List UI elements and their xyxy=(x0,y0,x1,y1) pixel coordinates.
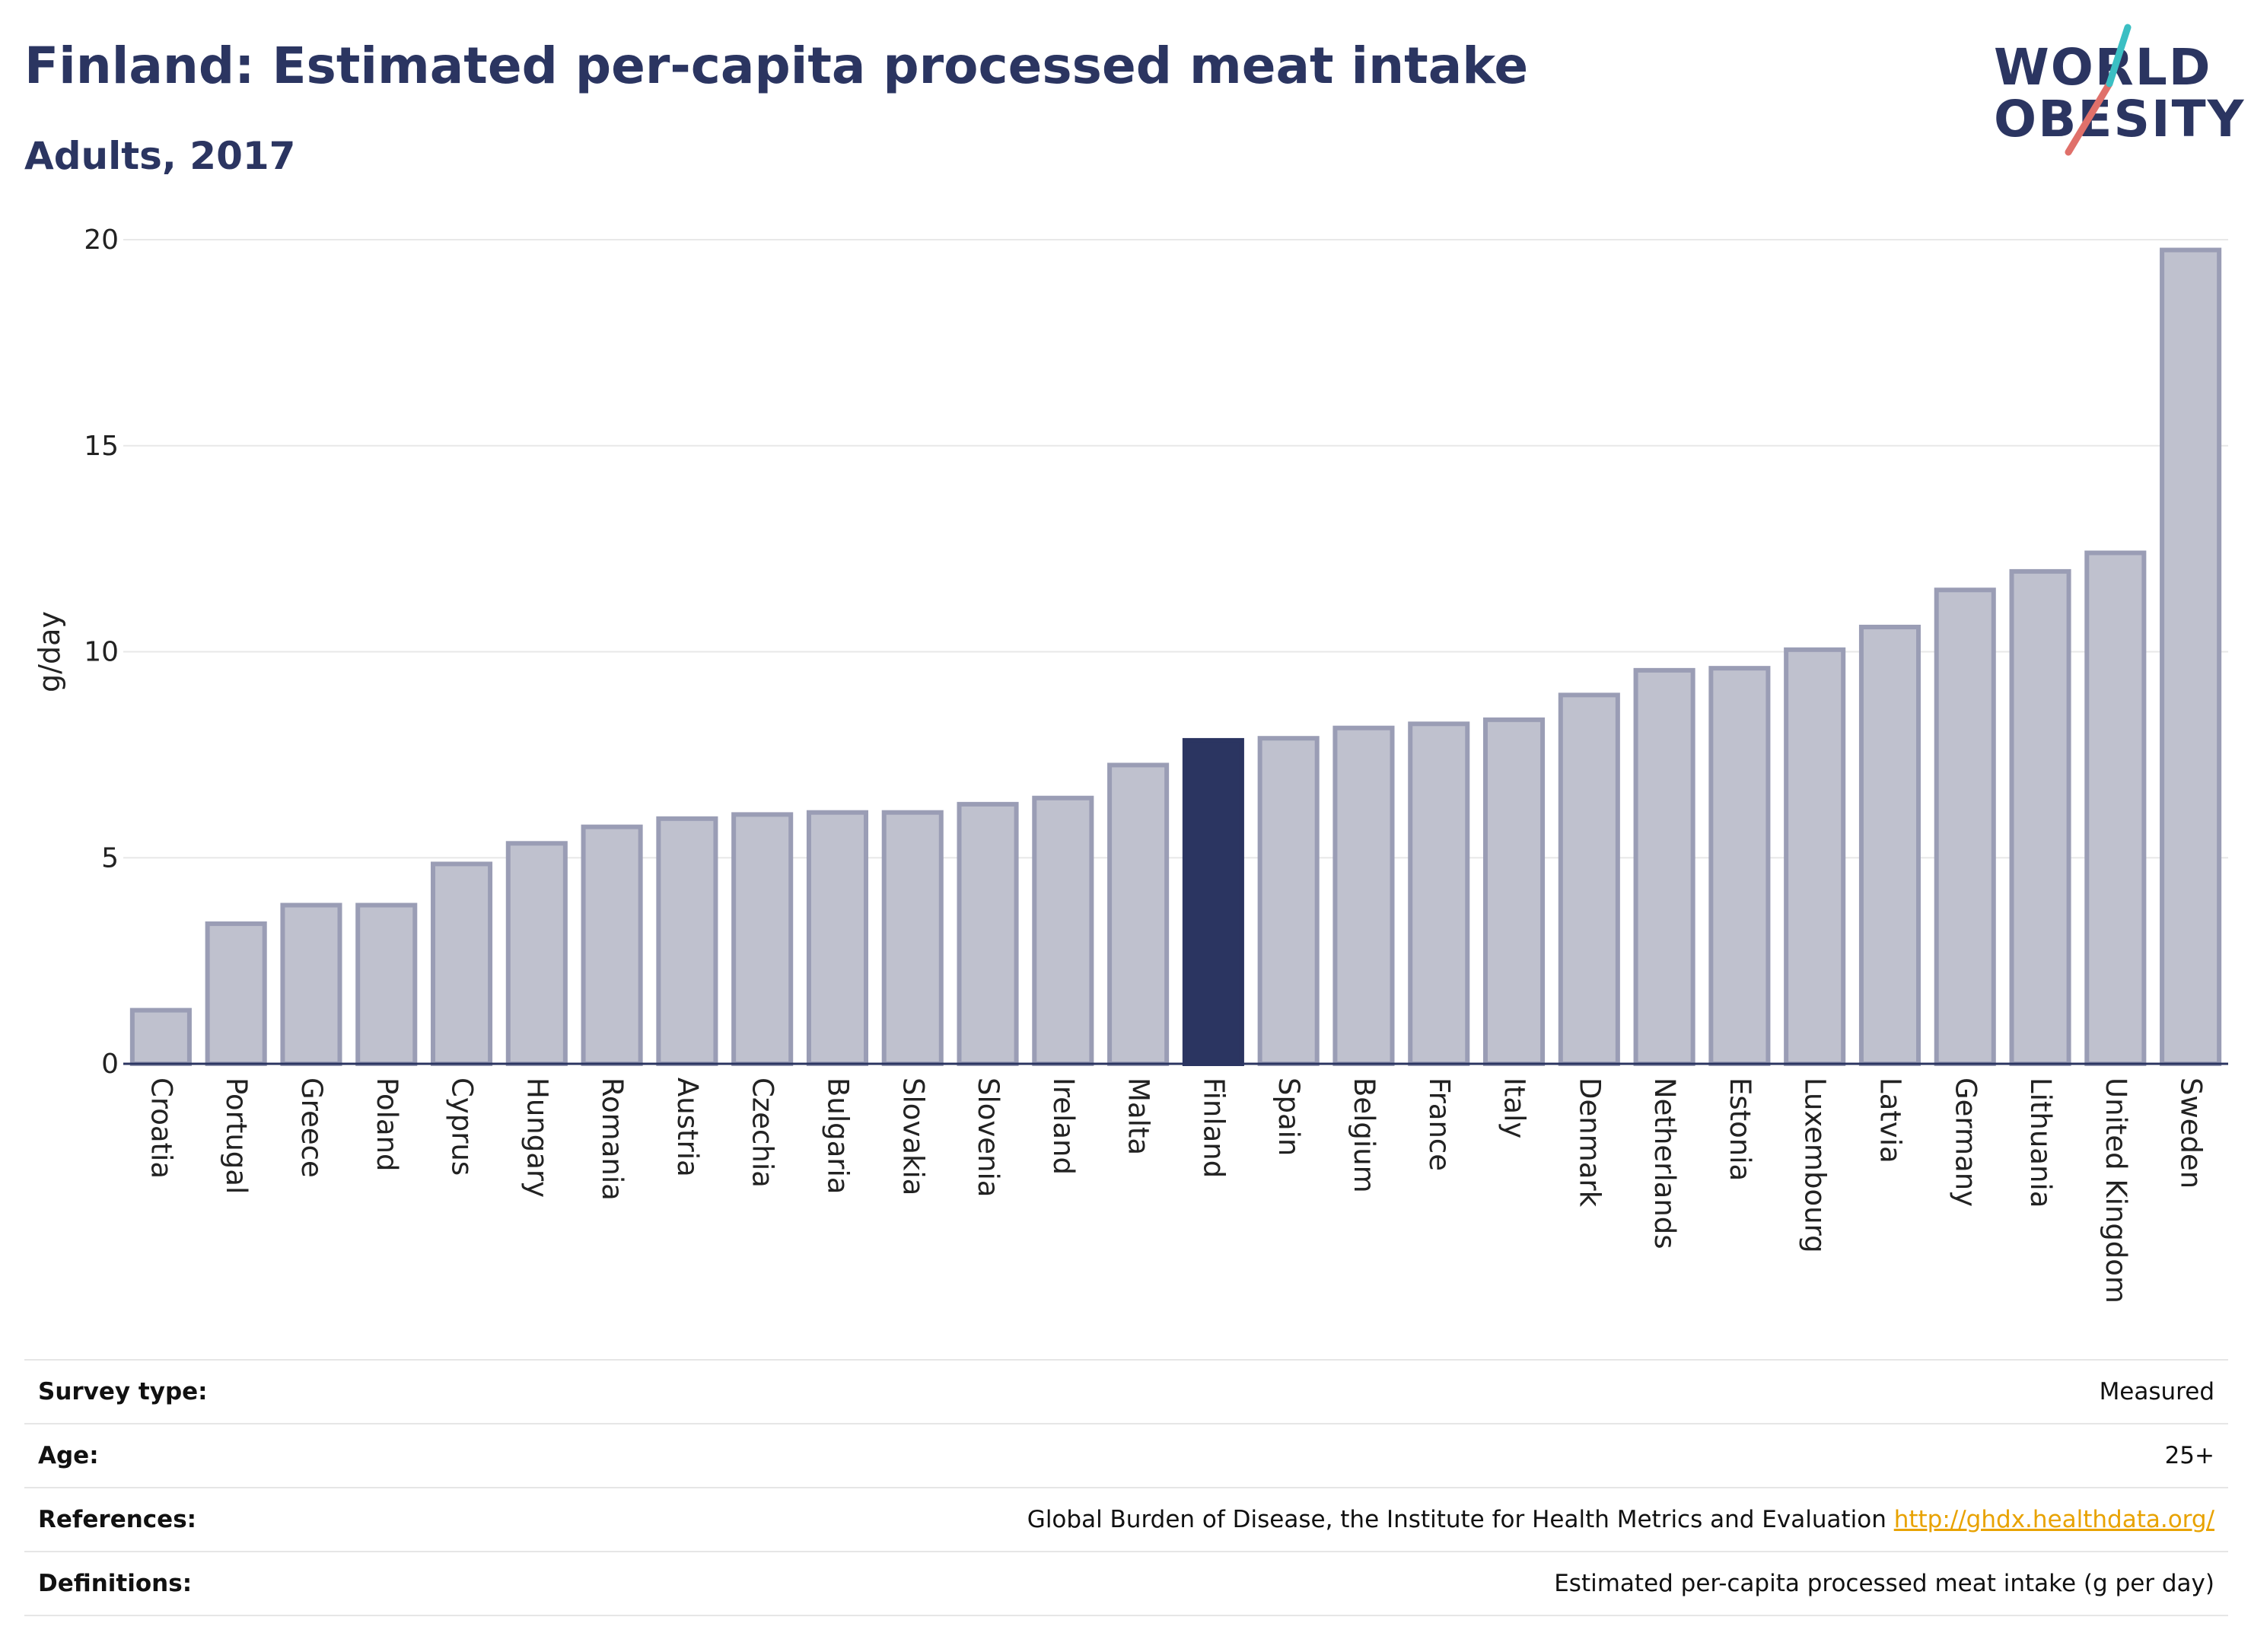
x-tick-label: Finland xyxy=(1197,1077,1230,1178)
x-tick-label: Slovenia xyxy=(972,1077,1005,1197)
bar-greece xyxy=(280,902,342,1067)
bar-chart: 0 5 10 15 20 g/day Croatia Portugal Greece Poland… xyxy=(33,224,2228,1303)
definitions-value: Estimated per-capita processed meat inta… xyxy=(356,1551,2228,1616)
bar-germany xyxy=(1934,587,1996,1066)
y-tick-label: 15 xyxy=(84,431,119,462)
definitions-label: Definitions: xyxy=(24,1551,356,1616)
y-tick-label: 10 xyxy=(84,637,119,668)
x-tick-label: Cyprus xyxy=(446,1077,479,1176)
age-value: 25+ xyxy=(356,1423,2228,1488)
info-row-definitions: Definitions: Estimated per-capita proces… xyxy=(24,1551,2228,1616)
x-tick-label: Lithuania xyxy=(2024,1077,2057,1208)
bar-poland xyxy=(355,902,418,1067)
x-tick-label: Romania xyxy=(596,1077,629,1201)
x-tick-label: Netherlands xyxy=(1648,1077,1681,1249)
bar-netherlands xyxy=(1633,667,1695,1066)
x-tick-label: Belgium xyxy=(1348,1077,1380,1193)
info-row-references: References: Global Burden of Disease, th… xyxy=(24,1487,2228,1552)
references-link[interactable]: http://ghdx.healthdata.org/ xyxy=(1893,1506,2214,1533)
x-tick-label: Estonia xyxy=(1724,1077,1756,1181)
x-tick-label: Italy xyxy=(1498,1077,1531,1138)
bar-united-kingdom xyxy=(2084,550,2147,1067)
references-value: Global Burden of Disease, the Institute … xyxy=(356,1487,2228,1552)
bar-hungary xyxy=(505,841,568,1066)
bar-austria xyxy=(656,816,718,1066)
x-tick-label: Germany xyxy=(1949,1077,1982,1207)
x-tick-label: Czechia xyxy=(747,1077,779,1188)
y-tick-label: 5 xyxy=(101,842,119,874)
x-tick-label: Slovakia xyxy=(896,1077,929,1195)
bar-luxembourg xyxy=(1784,647,1846,1066)
x-tick-label: Spain xyxy=(1272,1077,1305,1156)
info-row-survey-type: Survey type: Measured xyxy=(24,1359,2228,1424)
x-tick-label: France xyxy=(1423,1077,1456,1171)
chart-title: Finland: Estimated per-capita processed … xyxy=(24,37,1529,95)
y-axis-title: g/day xyxy=(33,611,66,692)
bar-slovenia xyxy=(957,801,1019,1066)
references-label: References: xyxy=(24,1487,356,1552)
logo-text-line2: OBESITY xyxy=(1994,90,2246,148)
chart-subtitle: Adults, 2017 xyxy=(24,134,296,178)
bar-ireland xyxy=(1032,795,1094,1066)
logo-text-line1: WORLD xyxy=(1994,38,2212,97)
bar-cyprus xyxy=(430,861,493,1066)
age-label: Age: xyxy=(24,1423,356,1488)
bar-finland xyxy=(1182,737,1244,1066)
x-tick-label: Poland xyxy=(371,1077,403,1172)
bar-estonia xyxy=(1708,666,1771,1066)
bar-belgium xyxy=(1332,725,1395,1066)
bar-latvia xyxy=(1858,625,1921,1066)
y-tick-label: 20 xyxy=(84,224,119,256)
bar-croatia xyxy=(129,1007,192,1066)
bar-portugal xyxy=(205,921,267,1067)
x-tick-label: Latvia xyxy=(1874,1077,1906,1163)
references-text: Global Burden of Disease, the Institute … xyxy=(1027,1506,1886,1533)
x-tick-label: Bulgaria xyxy=(821,1077,854,1194)
bar-italy xyxy=(1482,717,1546,1066)
bar-lithuania xyxy=(2009,568,2071,1067)
bar-slovakia xyxy=(881,810,944,1066)
x-tick-label: Hungary xyxy=(521,1077,553,1198)
survey-type-label: Survey type: xyxy=(24,1359,356,1424)
x-tick-label: Ireland xyxy=(1047,1077,1080,1175)
x-tick-label: Greece xyxy=(295,1077,328,1178)
bar-denmark xyxy=(1558,692,1620,1066)
x-tick-label: United Kingdom xyxy=(2100,1077,2132,1303)
info-table: Survey type: Measured Age: 25+ Reference… xyxy=(24,1359,2228,1616)
x-tick-label: Austria xyxy=(671,1077,704,1177)
x-tick-label: Sweden xyxy=(2175,1077,2208,1189)
bar-czechia xyxy=(731,812,794,1067)
world-obesity-logo[interactable]: WORLD OBESITY xyxy=(1979,21,2243,166)
x-tick-label: Luxembourg xyxy=(1799,1077,1832,1253)
x-tick-label: Malta xyxy=(1122,1077,1155,1155)
bar-france xyxy=(1408,721,1470,1066)
bar-bulgaria xyxy=(806,810,869,1066)
survey-type-value: Measured xyxy=(356,1359,2228,1424)
logo-slash-icon xyxy=(2065,24,2132,156)
y-tick-label: 0 xyxy=(101,1049,119,1080)
x-tick-label: Croatia xyxy=(145,1077,177,1179)
info-row-age: Age: 25+ xyxy=(24,1423,2228,1488)
x-tick-label: Denmark xyxy=(1573,1077,1606,1208)
bar-spain xyxy=(1257,736,1320,1067)
bar-romania xyxy=(581,824,643,1066)
x-tick-label: Portugal xyxy=(220,1077,253,1194)
bar-sweden xyxy=(2160,247,2222,1067)
bar-malta xyxy=(1107,762,1170,1066)
